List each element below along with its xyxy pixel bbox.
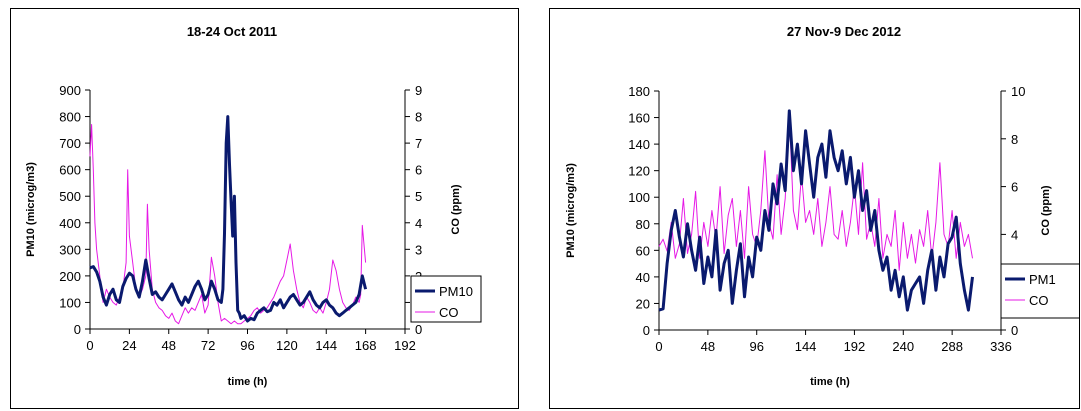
y-tick-label: 700 xyxy=(59,136,81,151)
x-tick-label: 240 xyxy=(892,339,914,354)
y2-tick-label: 5 xyxy=(415,189,422,204)
y-tick-label: 800 xyxy=(59,110,81,125)
y2-tick-label: 10 xyxy=(1011,84,1025,99)
y-tick-label: 100 xyxy=(59,295,81,310)
y-tick-label: 180 xyxy=(628,84,650,99)
x-tick-label: 192 xyxy=(394,338,416,353)
y-tick-label: 600 xyxy=(59,163,81,178)
x-tick-label: 168 xyxy=(355,338,377,353)
series-line-pm10 xyxy=(89,115,368,323)
x-tick-label: 144 xyxy=(315,338,337,353)
legend-label-co: CO xyxy=(439,305,459,320)
x-tick-label: 0 xyxy=(655,339,662,354)
y2-tick-label: 4 xyxy=(1011,227,1018,242)
y2-tick-label: 6 xyxy=(1011,180,1018,195)
chart-1-svg: 18-24 Oct 201101002003004005006007008009… xyxy=(25,24,482,388)
y-tick-label: 120 xyxy=(628,164,650,179)
y-tick-label: 100 xyxy=(628,190,650,205)
x-tick-label: 48 xyxy=(701,339,715,354)
y-tick-label: 500 xyxy=(59,189,81,204)
y2-tick-label: 9 xyxy=(415,83,422,98)
legend-box xyxy=(1000,263,1079,319)
x-tick-label: 96 xyxy=(749,339,763,354)
y2-tick-label: 6 xyxy=(415,163,422,178)
x-axis-label: time (h) xyxy=(810,376,850,388)
y-tick-label: 900 xyxy=(59,83,81,98)
y2-tick-label: 3 xyxy=(415,242,422,257)
y2-tick-label: 7 xyxy=(415,136,422,151)
chart-title: 27 Nov-9 Dec 2012 xyxy=(787,24,901,39)
y-tick-label: 0 xyxy=(643,323,650,338)
x-tick-label: 192 xyxy=(844,339,866,354)
x-tick-label: 144 xyxy=(795,339,817,354)
legend-box xyxy=(410,275,482,323)
x-tick-label: 72 xyxy=(201,338,215,353)
x-tick-label: 288 xyxy=(941,339,963,354)
y2-axis-label: CO (ppm) xyxy=(1040,185,1052,235)
x-tick-label: 24 xyxy=(122,338,136,353)
x-tick-label: 96 xyxy=(240,338,254,353)
legend-label-pm10: PM1 xyxy=(1029,272,1056,287)
y-axis-label: PM10 (microg/m3) xyxy=(25,162,37,257)
y2-tick-label: 8 xyxy=(415,110,422,125)
y-tick-label: 160 xyxy=(628,111,650,126)
y2-axis-label: CO (ppm) xyxy=(450,184,462,234)
y-tick-label: 40 xyxy=(636,270,650,285)
y-tick-label: 20 xyxy=(636,296,650,311)
y-tick-label: 140 xyxy=(628,137,650,152)
series-line-pm10 xyxy=(658,109,974,312)
y2-tick-label: 4 xyxy=(415,216,422,231)
x-tick-label: 0 xyxy=(86,338,93,353)
y2-tick-label: 0 xyxy=(415,322,422,337)
chart-panel-2: 27 Nov-9 Dec 2012 0 20 40 60 80 100 120 140 160 18… xyxy=(549,8,1080,409)
x-axis-label: time (h) xyxy=(228,376,268,388)
x-tick-label: 120 xyxy=(276,338,298,353)
y-tick-label: 400 xyxy=(59,216,81,231)
y2-tick-label: 8 xyxy=(1011,132,1018,147)
chart-panel-1: 18-24 Oct 2011 0 100 200 300 400 500 600 700 800 9… xyxy=(10,8,519,409)
series-line-co xyxy=(658,114,973,271)
x-tick-label: 48 xyxy=(162,338,176,353)
chart-title: 18-24 Oct 2011 xyxy=(187,24,277,39)
y-tick-label: 200 xyxy=(59,269,81,284)
y-tick-label: 80 xyxy=(636,217,650,232)
y2-tick-label: 0 xyxy=(1011,323,1018,338)
y-tick-label: 0 xyxy=(74,322,81,337)
y-tick-label: 300 xyxy=(59,242,81,257)
legend-label-co: CO xyxy=(1029,293,1049,308)
y-axis-label: PM10 (microg/m3) xyxy=(565,163,577,258)
legend-label-pm10: PM10 xyxy=(439,284,473,299)
y-tick-label: 60 xyxy=(636,243,650,258)
chart-2-svg: 27 Nov-9 Dec 201202040608010012014016018… xyxy=(565,24,1079,388)
x-tick-label: 336 xyxy=(990,339,1012,354)
